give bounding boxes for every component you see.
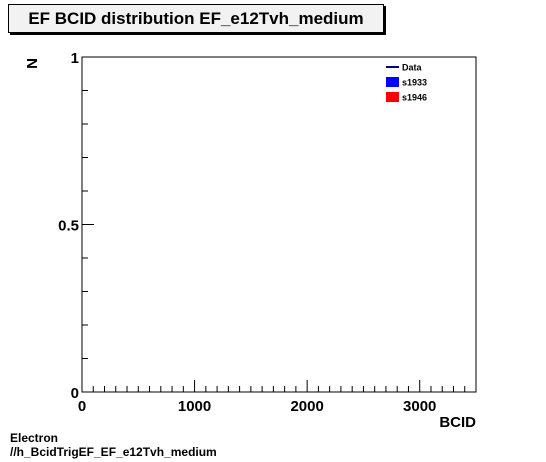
legend: Data s1933 s1946 xyxy=(386,63,427,103)
y-tick-label: 0.5 xyxy=(58,218,79,235)
legend-item: s1946 xyxy=(386,92,427,103)
footer: Electron //h_BcidTrigEF_EF_e12Tvh_medium xyxy=(10,431,217,459)
chart-title: EF BCID distribution EF_e12Tvh_medium xyxy=(28,9,364,28)
legend-item: Data xyxy=(386,63,423,73)
legend-label: s1933 xyxy=(402,78,427,88)
y-axis-ticks xyxy=(82,56,94,393)
plot-frame xyxy=(81,56,477,393)
legend-label: Data xyxy=(402,63,423,73)
x-tick-label: 3000 xyxy=(403,398,436,415)
x-axis-label: BCID xyxy=(439,414,476,431)
legend-item: s1933 xyxy=(386,77,427,88)
x-axis-tick-labels: 0 1000 2000 3000 xyxy=(78,398,437,415)
x-tick-label: 2000 xyxy=(290,398,323,415)
footer-line-1: Electron xyxy=(10,431,59,445)
chart-title-box: EF BCID distribution EF_e12Tvh_medium xyxy=(8,4,384,33)
y-tick-label: 1 xyxy=(71,50,79,67)
legend-label: s1946 xyxy=(402,93,427,103)
y-axis-tick-labels: 00.51 xyxy=(58,50,79,402)
legend-swatch xyxy=(386,92,399,102)
x-tick-label: 1000 xyxy=(178,398,211,415)
y-axis-label: N xyxy=(24,58,41,69)
y-tick-label: 0 xyxy=(71,385,79,402)
legend-swatch xyxy=(386,77,399,87)
x-axis-ticks xyxy=(81,380,477,392)
footer-line-2: //h_BcidTrigEF_EF_e12Tvh_medium xyxy=(10,445,217,459)
x-tick-label: 0 xyxy=(78,398,86,415)
